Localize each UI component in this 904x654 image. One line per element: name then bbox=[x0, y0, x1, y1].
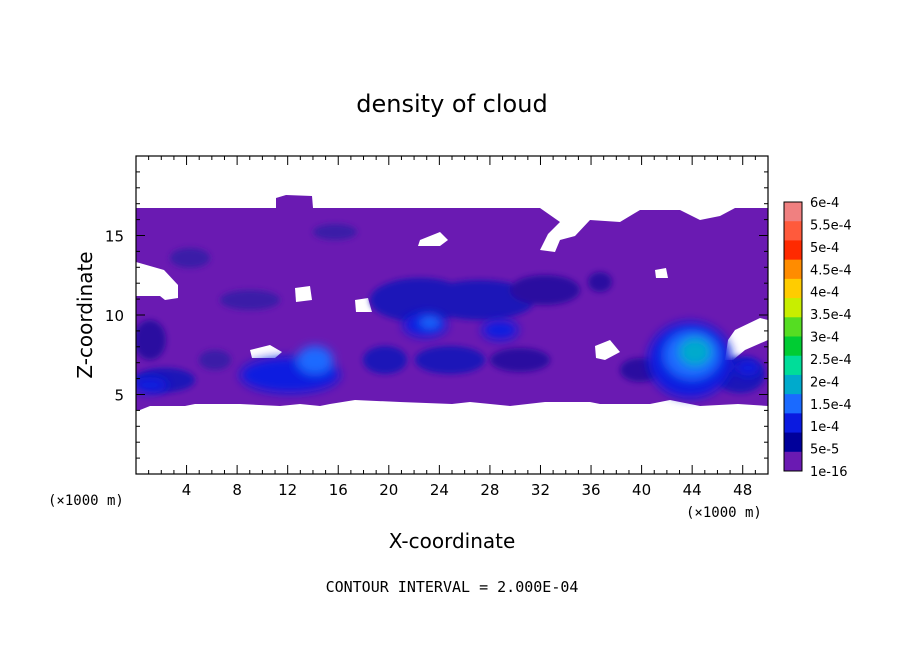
x-tick-label: 20 bbox=[379, 481, 398, 499]
x-tick-label: 8 bbox=[232, 481, 242, 499]
x-tick-label: 16 bbox=[329, 481, 348, 499]
colorbar-label: 4.5e-4 bbox=[810, 263, 852, 278]
colorbar bbox=[783, 201, 803, 472]
colorbar-label: 5.5e-4 bbox=[810, 218, 852, 233]
colorbar-label: 4e-4 bbox=[810, 286, 839, 301]
x-tick-label: 28 bbox=[480, 481, 499, 499]
colorbar-label: 3.5e-4 bbox=[810, 308, 852, 323]
colorbar-segment bbox=[784, 278, 802, 299]
x-axis-label: X-coordinate bbox=[389, 529, 516, 553]
colorbar-label: 1.5e-4 bbox=[810, 398, 852, 413]
x-tick-label: 36 bbox=[581, 481, 600, 499]
colorbar-segment bbox=[784, 432, 802, 453]
chart-title: density of cloud bbox=[356, 90, 547, 118]
y-tick-label: 10 bbox=[105, 307, 124, 325]
x-tick-label: 44 bbox=[683, 481, 702, 499]
axis-ticks bbox=[136, 156, 768, 474]
x-tick-label: 32 bbox=[531, 481, 550, 499]
y-tick-labels: 5 10 15 bbox=[105, 228, 124, 405]
colorbar-segment bbox=[784, 451, 802, 472]
colorbar-label: 6e-4 bbox=[810, 196, 839, 211]
x-tick-label: 12 bbox=[278, 481, 297, 499]
x-tick-label: 48 bbox=[733, 481, 752, 499]
contour-field bbox=[136, 195, 768, 410]
x-tick-labels: 4 8 12 16 20 24 28 32 36 40 44 48 bbox=[182, 481, 752, 499]
colorbar-segment bbox=[784, 259, 802, 280]
colorbar-labels: 6e-4 5.5e-4 5e-4 4.5e-4 4e-4 3.5e-4 3e-4 2.5e-4… bbox=[810, 196, 852, 480]
colorbar-segment bbox=[784, 202, 802, 222]
colorbar-label: 2.5e-4 bbox=[810, 353, 852, 368]
colorbar-label: 2e-4 bbox=[810, 375, 839, 390]
colorbar-label: 5e-4 bbox=[810, 241, 839, 256]
colorbar-segment bbox=[784, 355, 802, 376]
x-tick-label: 40 bbox=[632, 481, 651, 499]
colorbar-segment bbox=[784, 413, 802, 434]
contour-interval-note: CONTOUR INTERVAL = 2.000E-04 bbox=[326, 578, 579, 596]
x-tick-label: 4 bbox=[182, 481, 192, 499]
colorbar-segment bbox=[784, 298, 802, 318]
colorbar-segment bbox=[784, 221, 802, 241]
x-unit-left: (×1000 m) bbox=[48, 493, 124, 509]
cloud-top-bump bbox=[276, 195, 313, 208]
colorbar-frame bbox=[783, 201, 803, 472]
colorbar-segment bbox=[784, 317, 802, 337]
x-unit-right: (×1000 m) bbox=[686, 505, 762, 521]
colorbar-label: 1e-4 bbox=[810, 420, 839, 435]
colorbar-segment bbox=[784, 336, 802, 357]
y-axis-label: Z-coordinate bbox=[73, 251, 97, 378]
y-tick-label: 5 bbox=[114, 387, 124, 405]
y-tick-label: 15 bbox=[105, 228, 124, 246]
colorbar-label: 1e-16 bbox=[810, 465, 848, 480]
x-tick-label: 24 bbox=[430, 481, 449, 499]
colorbar-segment bbox=[784, 394, 802, 414]
colorbar-segment bbox=[784, 240, 802, 261]
colorbar-segment bbox=[784, 374, 802, 395]
colorbar-label: 5e-5 bbox=[810, 443, 839, 458]
colorbar-label: 3e-4 bbox=[810, 331, 839, 346]
